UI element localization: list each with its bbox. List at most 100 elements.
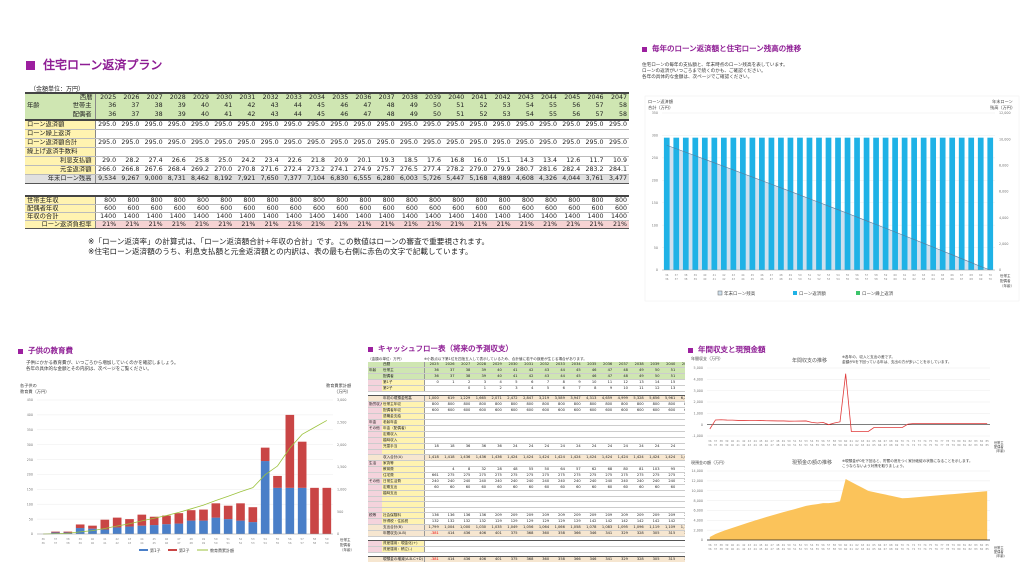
table-row: 臨時収入 [368, 437, 685, 444]
x-tick: 47 [770, 547, 774, 551]
y-tick-right: 2,000 [999, 242, 1008, 246]
group-label: 税等 [368, 512, 382, 519]
cell: 295.0 [234, 118, 258, 130]
y-tick: 1,000 [694, 412, 703, 416]
row-label: 利息支払額 [25, 156, 96, 166]
legend-child2-swatch [168, 549, 177, 551]
cell: 55 [535, 110, 560, 120]
x-tick: 67 [884, 439, 888, 443]
x-tick: 65 [872, 439, 876, 443]
child1-bar [211, 517, 221, 534]
cell: 295.0 [211, 118, 235, 130]
cell: 800 [597, 401, 614, 408]
x-tick: 48 [190, 537, 194, 541]
cell: 51 [660, 367, 677, 374]
cell: 53 [489, 102, 513, 111]
cell: 6,003 [396, 174, 420, 184]
x-tick: 71 [906, 439, 910, 443]
x-axis-label: （年齢） [994, 553, 1007, 558]
x-tick: 64 [867, 547, 871, 551]
cell: 14 [676, 385, 685, 392]
cashflow-table-viewport[interactable]: 西暦 2025 2026 2027 2028 2029 2030 2031 2032 2033 20… [368, 362, 685, 562]
x-tick: 70 [901, 439, 905, 443]
cell [455, 431, 472, 438]
cell: 7,104 [303, 174, 328, 184]
year-header: 西暦 [25, 92, 96, 102]
cell [439, 413, 456, 420]
cell: 800 [303, 195, 328, 205]
y-tick: 4,000 [694, 378, 703, 382]
cell: 1,436 [455, 454, 472, 462]
group-label [368, 501, 382, 508]
cell: 275 [439, 472, 456, 480]
x-tick: 77 [940, 543, 944, 547]
chart2-title: 現預金の額の推移 [792, 459, 832, 466]
cell [534, 496, 551, 503]
x-tick: 42 [742, 543, 746, 547]
table-row: 資産運用：現金化(+) [368, 540, 685, 547]
x-tick: 38 [719, 439, 723, 443]
cell: 60 [581, 484, 598, 492]
cell [660, 437, 677, 444]
cell [644, 460, 661, 468]
cell: 42 [518, 367, 535, 374]
year-cell: 2037 [613, 362, 629, 368]
y-tick-right: 6,000 [999, 190, 1008, 194]
cell: 44 [550, 367, 566, 374]
cell [565, 431, 582, 438]
x-tick: 52 [799, 543, 803, 547]
child2-bar [112, 517, 122, 528]
x-tick: 46 [765, 547, 769, 551]
y-tick-left: 300 [27, 443, 33, 447]
cell [502, 413, 519, 420]
y-tick-left: 250 [27, 458, 33, 462]
x-tick: 69 [895, 543, 899, 547]
cell: 60 [518, 484, 535, 492]
unit-note: （金額単位：万円） [30, 86, 85, 93]
group-label [368, 413, 382, 420]
cell: 295.0 [489, 118, 513, 130]
table-row [368, 501, 685, 508]
cell [424, 413, 440, 420]
loan-chart-title: 毎年のローン返済額と住宅ローン残高の推移 [642, 43, 801, 54]
cell [424, 419, 440, 426]
cell [550, 425, 566, 432]
cell [439, 449, 456, 456]
year-cell: 2040 [660, 362, 677, 368]
x-tick: 57 [827, 547, 831, 551]
year-cell: 2028 [471, 362, 488, 368]
cell [455, 425, 472, 432]
year-cell: 2025 [95, 92, 119, 102]
cell: 21% [211, 220, 235, 229]
cell [644, 546, 661, 553]
cell [502, 431, 519, 438]
x-tick: 53 [251, 541, 255, 545]
table-row: その他 年金（配偶者） [368, 425, 685, 432]
cell: 800 [660, 401, 677, 408]
repay-bar [759, 137, 765, 270]
cell: 42 [234, 110, 258, 120]
cell: 26.6 [164, 156, 188, 166]
cell: 275 [644, 472, 661, 480]
child1-bar [112, 527, 122, 534]
cell: 46 [581, 373, 598, 380]
x-tick: 57 [301, 537, 305, 541]
cell [581, 425, 598, 432]
cell: 278.2 [443, 165, 467, 175]
y-tick-left: 50 [29, 517, 33, 521]
x-tick: 81 [963, 543, 967, 547]
cell: 295.0 [373, 138, 397, 148]
year-cell: 2044 [535, 92, 560, 102]
cell: 136 [455, 512, 472, 519]
year-cell: 2041 [676, 362, 685, 368]
cell: 3 [502, 385, 519, 392]
y-tick-left: 250 [652, 156, 658, 160]
cell [455, 437, 472, 444]
legend-repay: ローン返済額 [799, 290, 826, 297]
x-tick: 84 [980, 439, 984, 443]
x-tick: 59 [325, 537, 329, 541]
legend-child1: 第1子 [150, 547, 161, 553]
title-square-icon [18, 348, 23, 354]
cell: 295.0 [582, 138, 606, 148]
cell [95, 129, 119, 139]
